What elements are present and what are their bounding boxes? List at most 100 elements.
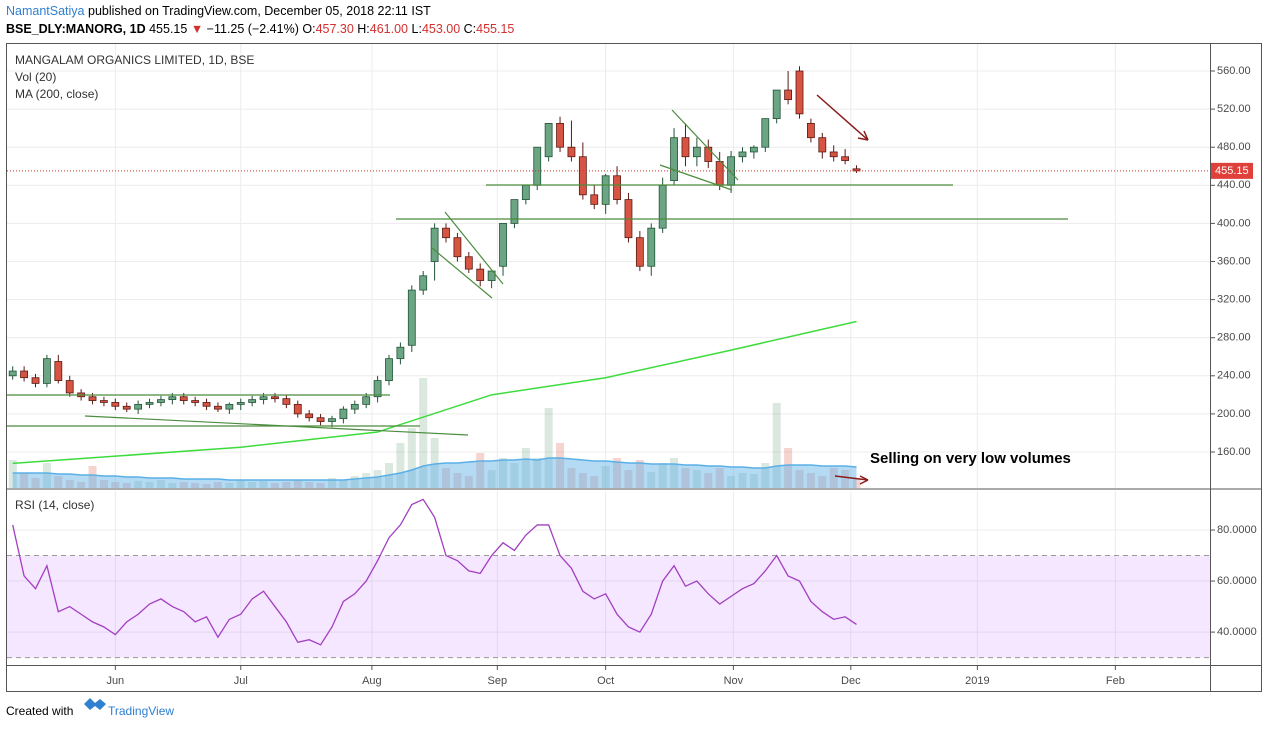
ohlc-h-value: 461.00 bbox=[370, 22, 408, 36]
candle-body bbox=[339, 408, 348, 420]
volume-bar bbox=[168, 483, 177, 488]
trend-line bbox=[659, 164, 733, 191]
volume-ma-area bbox=[12, 458, 857, 488]
volume-bar bbox=[111, 482, 120, 488]
trend-line bbox=[444, 211, 504, 285]
legend-ma: MA (200, close) bbox=[15, 87, 98, 101]
candle-body bbox=[795, 70, 804, 115]
volume-bar bbox=[590, 476, 599, 488]
volume-bar bbox=[670, 458, 679, 488]
volume-bar bbox=[806, 473, 815, 488]
author[interactable]: NamantSatiya bbox=[6, 4, 85, 18]
candle-body bbox=[613, 175, 621, 200]
volume-bar bbox=[282, 482, 291, 488]
ohlc-c-value: 455.15 bbox=[476, 22, 514, 36]
candle-body bbox=[362, 396, 371, 405]
volume-bar bbox=[544, 408, 553, 488]
candle-body bbox=[225, 403, 234, 410]
candle-body bbox=[134, 403, 143, 410]
volume-bar bbox=[396, 443, 405, 488]
candle-body bbox=[499, 223, 507, 267]
candle-body bbox=[214, 405, 222, 410]
volume-bar bbox=[327, 478, 336, 488]
y-tick-label: 440.00 bbox=[1217, 179, 1251, 191]
candle-body bbox=[738, 151, 747, 158]
candle-body bbox=[635, 237, 644, 267]
candle-body bbox=[578, 156, 587, 196]
candle-body bbox=[179, 396, 188, 401]
volume-bar bbox=[647, 472, 656, 488]
candle-body bbox=[259, 396, 268, 401]
candle-body bbox=[601, 175, 610, 205]
y-tick-label: 480.00 bbox=[1217, 141, 1251, 153]
volume-bar bbox=[20, 473, 29, 488]
volume-bar bbox=[134, 481, 143, 488]
y-tick-label: 60.0000 bbox=[1217, 575, 1257, 587]
candle-body bbox=[328, 418, 336, 422]
volume-bar bbox=[772, 403, 781, 488]
candle-body bbox=[385, 358, 393, 381]
candle-body bbox=[841, 156, 850, 161]
arrow-head bbox=[857, 130, 869, 141]
candle-body bbox=[373, 380, 382, 398]
candle-body bbox=[54, 361, 63, 381]
symbol: BSE_DLY:MANORG, 1D bbox=[6, 22, 146, 36]
volume-bar bbox=[738, 473, 747, 488]
published: published on TradingView.com, December 0… bbox=[88, 4, 431, 18]
candle-body bbox=[202, 402, 211, 407]
volume-bar bbox=[179, 482, 188, 488]
candle-body bbox=[282, 398, 291, 405]
volume-bar bbox=[65, 480, 74, 488]
volume-bar bbox=[202, 484, 211, 488]
trend-line bbox=[671, 109, 739, 181]
volume-bar bbox=[841, 470, 850, 488]
candle-body bbox=[510, 199, 519, 224]
candle-body bbox=[43, 358, 51, 384]
volume-bar bbox=[236, 480, 245, 488]
volume-bar bbox=[715, 468, 724, 488]
volume-bar bbox=[77, 482, 86, 488]
volume-bar bbox=[442, 468, 451, 488]
volume-bar bbox=[784, 448, 793, 488]
candle-body bbox=[407, 289, 416, 346]
candle-body bbox=[157, 399, 165, 403]
x-tick-label: Feb bbox=[1106, 675, 1125, 687]
y-tick-label: 160.00 bbox=[1217, 446, 1251, 458]
footer-brand[interactable]: TradingView bbox=[108, 704, 174, 718]
volume-bar bbox=[54, 476, 63, 488]
logo bbox=[84, 698, 106, 710]
candle-body bbox=[396, 346, 405, 360]
candle-body bbox=[658, 184, 667, 229]
candle-body bbox=[829, 151, 838, 158]
candle-body bbox=[533, 146, 542, 186]
volume-bar bbox=[293, 480, 302, 488]
volume-bar bbox=[430, 438, 439, 488]
volume-bar bbox=[31, 478, 40, 488]
candle-body bbox=[168, 396, 177, 401]
x-tick-label: Jul bbox=[234, 675, 248, 687]
candle-body bbox=[464, 256, 473, 270]
y-tick-label: 80.0000 bbox=[1217, 524, 1257, 536]
candle-body bbox=[419, 275, 428, 291]
rsi-line bbox=[12, 498, 857, 646]
y-tick-label: 280.00 bbox=[1217, 332, 1251, 344]
volume-bar bbox=[635, 460, 644, 488]
volume-bar bbox=[248, 482, 257, 488]
candle-body bbox=[807, 122, 815, 139]
volume-ma-line bbox=[12, 457, 857, 481]
symbol-line: BSE_DLY:MANORG, 1D 455.15 ▼ −11.25 (−2.4… bbox=[6, 22, 514, 36]
candle-body bbox=[8, 370, 17, 377]
volume-bar bbox=[339, 480, 348, 488]
ohlc-h: H: bbox=[357, 22, 370, 36]
x-tick-label: Nov bbox=[724, 675, 744, 687]
last-price-label: 455.15 bbox=[1215, 165, 1249, 177]
volume-bar bbox=[464, 476, 473, 488]
ma-line bbox=[12, 320, 857, 465]
drawings: Selling on very low volumes bbox=[7, 94, 1071, 485]
volume-bar bbox=[533, 458, 542, 488]
candle-body bbox=[715, 161, 724, 186]
y-tick-label: 40.0000 bbox=[1217, 626, 1257, 638]
candle-body bbox=[749, 146, 758, 153]
candle-body bbox=[305, 413, 314, 419]
